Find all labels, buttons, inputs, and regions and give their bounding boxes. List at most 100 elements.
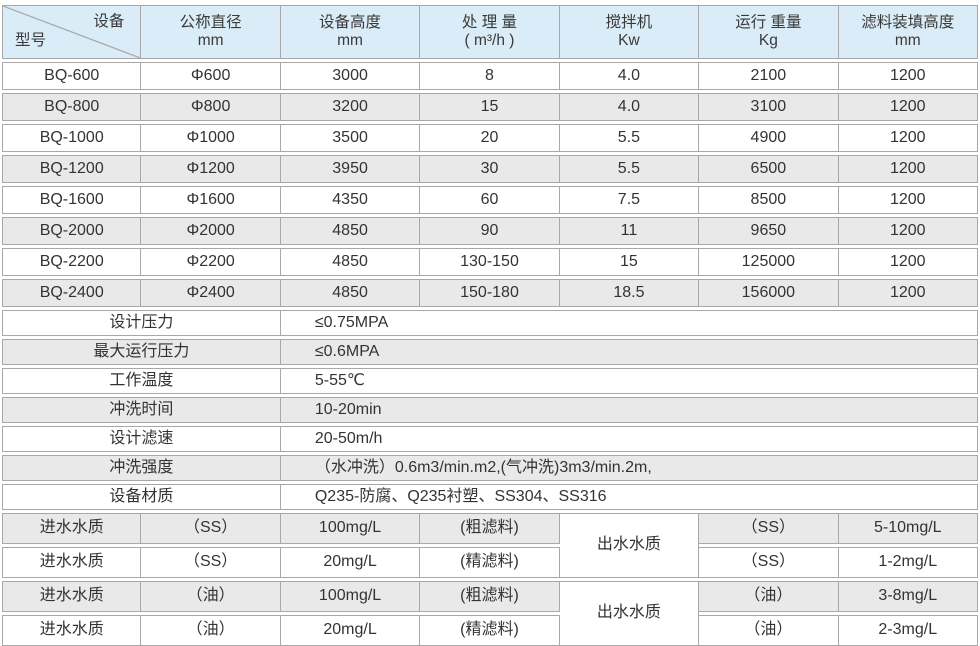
model-name-cell: BQ-1000 bbox=[2, 124, 142, 152]
mixer-cell: 4.0 bbox=[559, 93, 700, 121]
diameter-cell: Φ2200 bbox=[141, 248, 281, 276]
diameter-cell: Φ800 bbox=[141, 93, 281, 121]
model-name-cell: BQ-1600 bbox=[2, 186, 142, 214]
capacity-cell: 8 bbox=[420, 62, 560, 90]
header-filter-fill-height: 滤料装填高度 mm bbox=[838, 5, 978, 59]
model-name-cell: BQ-1200 bbox=[2, 155, 142, 183]
diameter-cell: Φ600 bbox=[141, 62, 281, 90]
filter-media-cell: (粗滤料) bbox=[420, 513, 560, 544]
capacity-cell: 60 bbox=[420, 186, 560, 214]
header-unit: mm bbox=[337, 32, 363, 49]
header-equipment-height: 设备高度 mm bbox=[280, 5, 421, 59]
inlet-param-cell: （油） bbox=[141, 615, 281, 646]
header-title: 搅拌机 bbox=[605, 14, 653, 32]
mixer-cell: 11 bbox=[559, 217, 700, 245]
diameter-cell: Φ2000 bbox=[141, 217, 281, 245]
header-model-device-cell: 设备 型号 bbox=[2, 5, 142, 59]
mixer-cell: 18.5 bbox=[559, 279, 700, 307]
filter-height-cell: 1200 bbox=[838, 93, 978, 121]
inlet-label-cell: 进水水质 bbox=[2, 547, 142, 578]
inlet-value-cell: 100mg/L bbox=[280, 581, 421, 612]
spec-value: Q235-防腐、Q235衬塑、SS304、SS316 bbox=[280, 484, 978, 510]
header-unit: mm bbox=[894, 32, 921, 49]
outlet-param-cell: （SS） bbox=[699, 513, 839, 544]
inlet-param-cell: （油） bbox=[141, 581, 281, 612]
filter-height-cell: 1200 bbox=[838, 217, 978, 245]
capacity-cell: 130-150 bbox=[420, 248, 560, 276]
inlet-label-cell: 进水水质 bbox=[2, 581, 142, 612]
weight-cell: 125000 bbox=[699, 248, 839, 276]
spec-value: ≤0.6MPA bbox=[280, 339, 978, 365]
outlet-label-cell: 出水水质 bbox=[559, 513, 700, 578]
header-unit: Kw bbox=[618, 32, 640, 49]
mixer-cell: 4.0 bbox=[559, 62, 700, 90]
spec-value: 5-55℃ bbox=[280, 368, 978, 394]
outlet-value-cell: 2-3mg/L bbox=[838, 615, 978, 646]
height-cell: 4850 bbox=[280, 279, 421, 307]
height-cell: 3200 bbox=[280, 93, 421, 121]
capacity-cell: 90 bbox=[420, 217, 560, 245]
filter-height-cell: 1200 bbox=[838, 248, 978, 276]
outlet-value-cell: 1-2mg/L bbox=[838, 547, 978, 578]
header-model-label: 型号 bbox=[15, 32, 47, 49]
header-unit: Kg bbox=[758, 32, 778, 49]
spec-label: 设计滤速 bbox=[2, 426, 281, 452]
header-title: 滤料装填高度 bbox=[861, 14, 955, 32]
filter-media-cell: (精滤料) bbox=[420, 547, 560, 578]
outlet-value-cell: 5-10mg/L bbox=[838, 513, 978, 544]
weight-cell: 156000 bbox=[699, 279, 839, 307]
inlet-param-cell: （SS） bbox=[141, 513, 281, 544]
header-title: 处 理 量 bbox=[461, 14, 518, 32]
outlet-param-cell: （SS） bbox=[699, 547, 839, 578]
filter-height-cell: 1200 bbox=[838, 279, 978, 307]
inlet-label-cell: 进水水质 bbox=[2, 513, 142, 544]
height-cell: 3000 bbox=[280, 62, 421, 90]
weight-cell: 8500 bbox=[699, 186, 839, 214]
outlet-param-cell: （油） bbox=[699, 615, 839, 646]
filter-media-cell: (粗滤料) bbox=[420, 581, 560, 612]
outlet-param-cell: （油） bbox=[699, 581, 839, 612]
height-cell: 4850 bbox=[280, 248, 421, 276]
filter-height-cell: 1200 bbox=[838, 155, 978, 183]
header-title: 设备高度 bbox=[319, 14, 382, 32]
capacity-cell: 15 bbox=[420, 93, 560, 121]
weight-cell: 6500 bbox=[699, 155, 839, 183]
header-unit: mm bbox=[197, 32, 224, 49]
header-mixer-power: 搅拌机 Kw bbox=[559, 5, 700, 59]
header-title: 运行 重量 bbox=[735, 14, 802, 32]
header-title: 公称直径 bbox=[179, 14, 242, 32]
weight-cell: 9650 bbox=[699, 217, 839, 245]
mixer-cell: 7.5 bbox=[559, 186, 700, 214]
header-capacity: 处 理 量( m³/h ) bbox=[420, 5, 560, 59]
inlet-value-cell: 20mg/L bbox=[280, 547, 421, 578]
height-cell: 4350 bbox=[280, 186, 421, 214]
filter-height-cell: 1200 bbox=[838, 124, 978, 152]
diagonal-divider-line bbox=[3, 6, 140, 58]
height-cell: 4850 bbox=[280, 217, 421, 245]
spec-value: ≤0.75MPA bbox=[280, 310, 978, 336]
capacity-cell: 150-180 bbox=[420, 279, 560, 307]
mixer-cell: 15 bbox=[559, 248, 700, 276]
spec-label: 冲洗强度 bbox=[2, 455, 281, 481]
capacity-cell: 20 bbox=[420, 124, 560, 152]
outlet-value-cell: 3-8mg/L bbox=[838, 581, 978, 612]
mixer-cell: 5.5 bbox=[559, 155, 700, 183]
model-name-cell: BQ-2200 bbox=[2, 248, 142, 276]
diameter-cell: Φ1600 bbox=[141, 186, 281, 214]
inlet-param-cell: （SS） bbox=[141, 547, 281, 578]
outlet-label-cell: 出水水质 bbox=[559, 581, 700, 646]
inlet-label-cell: 进水水质 bbox=[2, 615, 142, 646]
spec-label: 设计压力 bbox=[2, 310, 281, 336]
weight-cell: 2100 bbox=[699, 62, 839, 90]
weight-cell: 3100 bbox=[699, 93, 839, 121]
spec-value: （水冲洗）0.6m3/min.m2,(气冲洗)3m3/min.2m, bbox=[280, 455, 978, 481]
header-nominal-diameter: 公称直径 mm bbox=[141, 5, 281, 59]
capacity-cell: 30 bbox=[420, 155, 560, 183]
mixer-cell: 5.5 bbox=[559, 124, 700, 152]
header-running-weight: 运行 重量 Kg bbox=[699, 5, 839, 59]
spec-table: 设备 型号 公称直径 mm 设备高度 mm 处 理 量( m³/h ) 搅拌机 Kw … bbox=[2, 5, 978, 646]
spec-label: 最大运行压力 bbox=[2, 339, 281, 365]
spec-label: 设备材质 bbox=[2, 484, 281, 510]
model-name-cell: BQ-800 bbox=[2, 93, 142, 121]
